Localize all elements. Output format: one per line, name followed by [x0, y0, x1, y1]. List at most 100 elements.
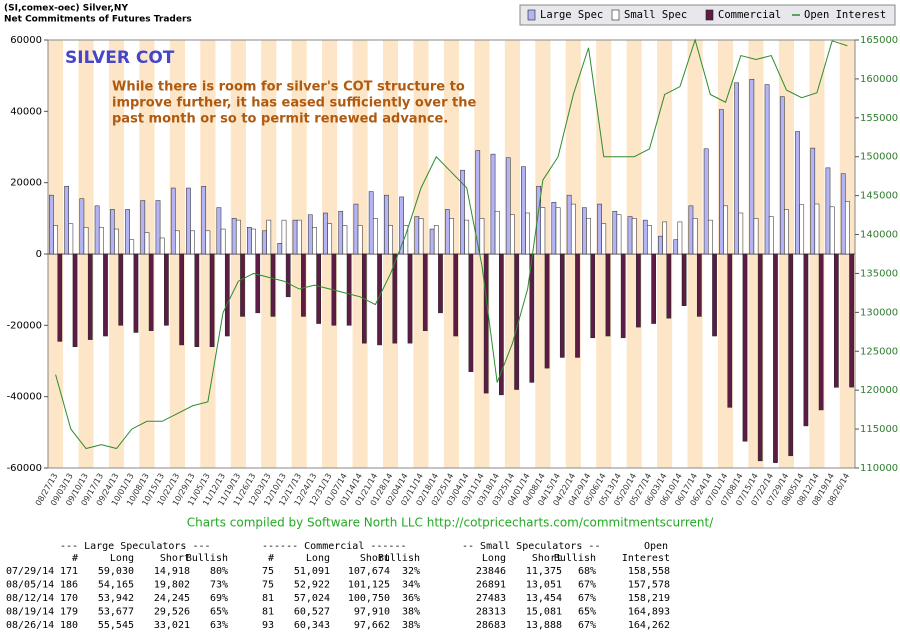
bar — [129, 239, 135, 255]
table-cell: 27483 — [476, 593, 506, 604]
table-cell: 08/05/14 — [6, 580, 54, 591]
bar — [327, 223, 333, 255]
bar — [544, 253, 550, 369]
bar — [251, 228, 256, 255]
table-cell: 164,893 — [628, 607, 670, 618]
bar — [753, 218, 759, 255]
table-cell: 34% — [402, 580, 420, 591]
bar — [505, 157, 511, 255]
legend-swatch — [705, 9, 714, 21]
legend-label: Large Spec — [540, 9, 603, 21]
bar — [307, 214, 313, 255]
bar — [338, 210, 344, 255]
y-tick-label: -60000 — [7, 463, 42, 474]
bar — [799, 204, 805, 255]
bar — [510, 214, 515, 255]
y2-tick-label: 145000 — [860, 191, 898, 202]
bar — [627, 216, 633, 255]
table-column-header: # — [268, 553, 274, 564]
bar — [483, 253, 489, 394]
bar — [803, 253, 809, 427]
y-tick-label: -20000 — [7, 320, 42, 331]
y2-tick-label: 110000 — [860, 463, 898, 474]
bar — [475, 150, 481, 255]
table-cell: 158,219 — [628, 593, 670, 604]
bar — [201, 185, 207, 255]
table-column-header: Long — [306, 553, 330, 564]
y2-tick-label: 125000 — [860, 346, 898, 357]
bar — [224, 253, 230, 337]
header-line: Net Commitments of Futures Traders — [4, 15, 192, 25]
table-cell: 69% — [210, 593, 228, 604]
bar — [681, 253, 687, 306]
y2-tick-label: 160000 — [860, 74, 898, 85]
bar — [422, 253, 428, 331]
bar — [468, 253, 474, 372]
bar — [764, 84, 770, 255]
bar — [840, 173, 846, 255]
legend-label: Small Spec — [624, 9, 687, 21]
table-cell: 11,375 — [526, 566, 562, 577]
bar — [529, 253, 535, 383]
bar — [285, 253, 291, 298]
table-column-header: Interest — [622, 553, 670, 564]
bar — [788, 253, 794, 457]
table-cell: 107,674 — [348, 566, 390, 577]
table-cell: 07/29/14 — [6, 566, 54, 577]
table-cell: 81 — [262, 593, 274, 604]
bar — [444, 209, 450, 255]
table-cell: 08/12/14 — [6, 593, 54, 604]
bar — [159, 237, 165, 255]
bar — [570, 203, 576, 255]
bar — [779, 96, 785, 255]
table-column-header: Short — [532, 553, 562, 564]
bar — [460, 169, 465, 255]
bar — [125, 209, 130, 255]
bar — [612, 210, 618, 255]
bar — [388, 225, 393, 255]
table-cell: 67% — [578, 593, 596, 604]
bar — [575, 253, 580, 358]
table-cell: 38% — [402, 620, 420, 631]
table-column-header: Bullish — [186, 553, 228, 564]
table-cell: 29,526 — [154, 607, 190, 618]
bar — [449, 218, 454, 255]
bar — [323, 212, 328, 255]
table-cell: 97,662 — [354, 620, 390, 631]
table-cell: 73% — [210, 580, 228, 591]
bar — [316, 253, 322, 324]
bar — [175, 230, 180, 255]
bar — [292, 219, 298, 255]
legend-swatch — [527, 9, 536, 21]
table-cell: 59,030 — [98, 566, 134, 577]
bar — [220, 228, 226, 255]
bar — [631, 218, 637, 255]
bar — [209, 253, 215, 347]
bar — [601, 223, 607, 255]
table-cell: 28683 — [476, 620, 506, 631]
legend-label: Commercial — [718, 9, 781, 21]
bar — [109, 209, 115, 255]
y2-tick-label: 155000 — [860, 113, 898, 124]
y2-tick-label: 130000 — [860, 307, 898, 318]
line — [55, 38, 848, 450]
bar — [494, 210, 500, 255]
bar — [499, 253, 504, 396]
bar — [742, 253, 748, 442]
y-tick-label: 60000 — [10, 35, 42, 46]
table-cell: 54,165 — [98, 580, 134, 591]
table-cell: 24,245 — [154, 593, 190, 604]
table-cell: 08/19/14 — [6, 607, 54, 618]
legend-label: Open Interest — [804, 9, 886, 21]
bar — [357, 225, 363, 255]
table-cell: 80% — [210, 566, 228, 577]
table-group-header: ------ Commercial ------ — [262, 541, 407, 552]
bar — [490, 153, 496, 255]
y2-tick-label: 165000 — [860, 35, 898, 46]
table-cell: 75 — [262, 566, 274, 577]
bar — [255, 253, 261, 314]
bar — [57, 253, 63, 342]
table-cell: 53,942 — [98, 593, 134, 604]
y2-tick-label: 150000 — [860, 152, 898, 163]
